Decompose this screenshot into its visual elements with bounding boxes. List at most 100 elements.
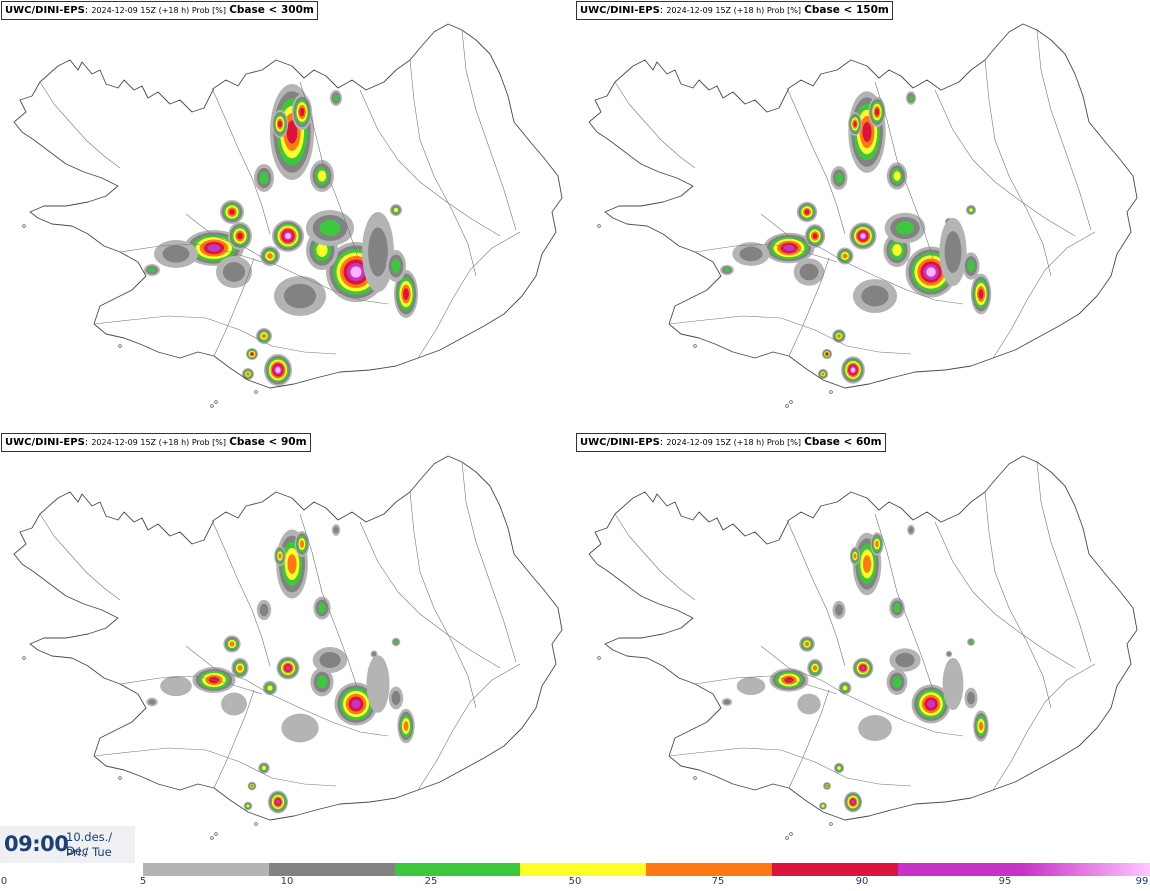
region-boundary bbox=[93, 315, 337, 355]
valid-time-box: 09:00 10.des./ Dec Þri./ Tue bbox=[0, 826, 135, 863]
probability-contour bbox=[892, 244, 902, 256]
probability-contour bbox=[908, 526, 914, 534]
probability-contour bbox=[967, 691, 975, 705]
legend-tick-label: 10 bbox=[280, 876, 294, 887]
region-boundary bbox=[213, 257, 255, 357]
probability-contour bbox=[978, 289, 984, 299]
region-boundary bbox=[1036, 29, 1092, 231]
probability-contour bbox=[275, 367, 281, 373]
probability-contour bbox=[895, 652, 915, 668]
probability-contour bbox=[318, 602, 326, 614]
probability-contour bbox=[278, 553, 282, 559]
probability-contour bbox=[284, 283, 316, 309]
probability-contour bbox=[222, 262, 246, 282]
probability-contour bbox=[835, 172, 843, 184]
probability-contour bbox=[287, 554, 297, 574]
probability-contour bbox=[736, 676, 766, 696]
island bbox=[785, 404, 789, 408]
probability-contour bbox=[275, 799, 281, 805]
region-boundary bbox=[461, 29, 517, 231]
probability-contour bbox=[316, 243, 328, 257]
probability-contour bbox=[908, 94, 914, 102]
island bbox=[254, 390, 258, 394]
panel-title: UWC/DINI-EPS: 2024-12-09 15Z (+18 h) Pro… bbox=[576, 433, 886, 452]
probability-contour bbox=[858, 715, 892, 741]
probability-contour bbox=[723, 699, 731, 705]
probability-contour bbox=[850, 367, 856, 373]
iceland-map bbox=[13, 23, 563, 408]
island bbox=[597, 224, 601, 228]
probability-contour bbox=[259, 603, 269, 617]
panel-title: UWC/DINI-EPS: 2024-12-09 15Z (+18 h) Pro… bbox=[1, 433, 311, 452]
probability-contour bbox=[942, 658, 964, 710]
region-boundary bbox=[760, 213, 964, 305]
probability-contour bbox=[366, 655, 390, 713]
probability-contour bbox=[237, 665, 243, 671]
run-meta: 2024-12-09 15Z (+18 h) Prob [%] bbox=[666, 438, 802, 447]
probability-contour bbox=[160, 675, 192, 697]
probability-contour bbox=[969, 640, 973, 644]
probability-contour bbox=[821, 372, 825, 376]
threshold-label: Cbase < 150m bbox=[804, 4, 889, 16]
legend-color-segment bbox=[1023, 863, 1150, 876]
map-panel-3: UWC/DINI-EPS: 2024-12-09 15Z (+18 h) Pro… bbox=[0, 432, 575, 862]
region-boundary bbox=[213, 689, 255, 789]
region-boundary bbox=[984, 491, 1052, 709]
legend-tick-label: 99 bbox=[1135, 876, 1149, 887]
probability-contour bbox=[837, 334, 841, 338]
probability-contour bbox=[804, 209, 810, 215]
probability-contour bbox=[969, 208, 973, 212]
island bbox=[789, 400, 793, 404]
probability-contour bbox=[148, 699, 156, 705]
map-panel-2: UWC/DINI-EPS: 2024-12-09 15Z (+18 h) Pro… bbox=[575, 0, 1150, 430]
region-boundary bbox=[417, 231, 521, 359]
legend-tick-label: 50 bbox=[568, 876, 582, 887]
probability-contour bbox=[148, 267, 156, 273]
probability-contour bbox=[837, 766, 841, 770]
region-boundary bbox=[39, 513, 121, 601]
probability-contour bbox=[250, 352, 254, 356]
probability-contour bbox=[278, 120, 282, 128]
probability-contour bbox=[842, 685, 848, 691]
legend-tick-label: 90 bbox=[855, 876, 869, 887]
probability-contour bbox=[229, 641, 235, 647]
probability-contour bbox=[842, 253, 848, 259]
island bbox=[118, 344, 122, 348]
region-boundary bbox=[614, 513, 696, 601]
map-panel-4: UWC/DINI-EPS: 2024-12-09 15Z (+18 h) Pro… bbox=[575, 432, 1150, 862]
model-name: UWC/DINI-EPS bbox=[580, 5, 660, 16]
island bbox=[785, 836, 789, 840]
probability-contour bbox=[394, 640, 398, 644]
probability-contour bbox=[892, 676, 902, 688]
island bbox=[118, 776, 122, 780]
region-boundary bbox=[39, 81, 121, 169]
region-boundary bbox=[874, 513, 934, 691]
panel-title: UWC/DINI-EPS: 2024-12-09 15Z (+18 h) Pro… bbox=[1, 1, 318, 20]
probability-contour bbox=[403, 721, 409, 731]
probability-contour bbox=[825, 784, 829, 788]
threshold-label: Cbase < 90m bbox=[229, 436, 307, 448]
probability-contour bbox=[944, 231, 962, 273]
threshold-label: Cbase < 60m bbox=[804, 436, 882, 448]
region-boundary bbox=[694, 675, 838, 695]
probability-contour bbox=[285, 233, 291, 239]
region-boundary bbox=[992, 663, 1096, 791]
probability-contour bbox=[947, 652, 951, 656]
probability-contour bbox=[874, 108, 880, 116]
probability-contour bbox=[862, 122, 872, 142]
region-boundary bbox=[93, 747, 337, 787]
probability-contour bbox=[261, 333, 267, 339]
region-boundary bbox=[119, 675, 263, 695]
island bbox=[22, 224, 26, 228]
region-boundary bbox=[668, 747, 912, 787]
probability-contour bbox=[299, 107, 305, 117]
valid-time-clock: 09:00 bbox=[4, 832, 69, 856]
probability-contour bbox=[267, 685, 273, 691]
island bbox=[210, 404, 214, 408]
probability-contour bbox=[162, 245, 190, 263]
probability-contour bbox=[812, 233, 818, 239]
probability-contour bbox=[333, 526, 339, 534]
region-boundary bbox=[359, 521, 501, 669]
probability-contour bbox=[246, 372, 250, 376]
legend-color-segment bbox=[394, 863, 521, 876]
